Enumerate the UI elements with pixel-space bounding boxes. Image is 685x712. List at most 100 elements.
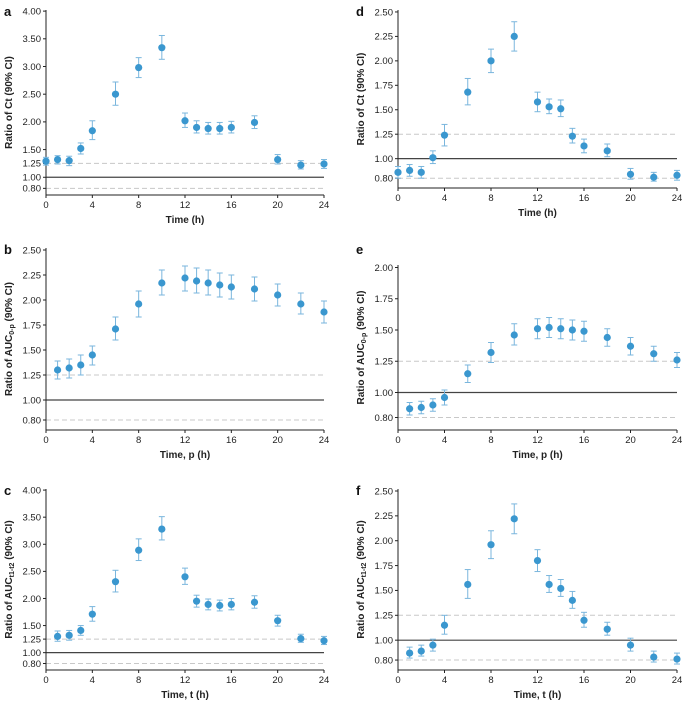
data-point-group (533, 549, 542, 573)
data-point-group (274, 614, 282, 627)
y-axis-title-tail: (90% CI) (4, 282, 15, 324)
x-axis-title: Time (h) (166, 215, 205, 226)
data-point-group (487, 342, 495, 363)
data-point-group (111, 81, 120, 106)
data-point-group (192, 120, 201, 134)
data-point (216, 124, 224, 133)
x-tick-label: 16 (226, 200, 237, 211)
data-point-group (250, 276, 259, 302)
data-point (204, 600, 212, 609)
panel-a: a 0.801.00 1.25 1.50 2.00 2.50 3.00 3.50 4.00 0 4 8… (4, 4, 329, 226)
y-tick-label: 1.00 (23, 395, 42, 406)
y-tick-label: 1.50 (375, 105, 394, 116)
data-point (65, 364, 73, 372)
data-point (65, 631, 73, 639)
data-point-group (158, 269, 166, 296)
x-tick-label: 20 (272, 200, 283, 211)
data-point-group (297, 633, 305, 643)
panel-b: b 0.80 1.00 1.25 1.50 1.75 2.00 2.25 2.50 0 4 8 12 16… (4, 242, 329, 461)
data-point (533, 98, 542, 106)
y-tick-label: 1.50 (23, 145, 42, 156)
data-point-group (216, 121, 224, 135)
data-point (673, 655, 681, 663)
data-point (580, 142, 588, 150)
data-point (487, 541, 495, 549)
data-point-group (417, 644, 425, 657)
y-tick-label: 2.25 (375, 511, 394, 522)
data-point-group (320, 635, 328, 646)
data-point-group (464, 364, 472, 383)
x-tick-label: 24 (672, 435, 683, 446)
x-tick-label: 24 (319, 435, 330, 446)
data-point-group (603, 143, 611, 158)
data-point (274, 155, 282, 164)
data-point (417, 403, 425, 412)
y-tick-label: 3.50 (23, 512, 42, 523)
x-tick-label: 8 (136, 675, 141, 686)
data-point-group (135, 290, 143, 318)
panel-letter: d (356, 4, 364, 19)
data-point (53, 155, 62, 164)
data-point (510, 32, 518, 41)
y-tick-label: 1.50 (375, 325, 394, 336)
data-point (533, 325, 542, 333)
data-point-group (650, 171, 658, 182)
panel-c: c 0.801.00 1.25 1.50 2.00 2.50 3.00 3.50 4.00 0 4 8… (4, 483, 329, 701)
data-point-group (65, 358, 73, 379)
data-point (673, 356, 681, 364)
y-tick-label: 1.25 (23, 370, 42, 381)
y-axis-title-subscript: t1-t2 (361, 562, 368, 577)
data-point (557, 105, 565, 113)
x-tick-label: 4 (442, 193, 447, 204)
data-point-group (568, 127, 576, 144)
data-point (88, 127, 96, 135)
data-point (429, 641, 437, 649)
panel-letter: a (4, 4, 12, 19)
y-axis-title: Ratio of AUCt1-t2 (90% CI) (356, 520, 368, 638)
data-point-group (440, 389, 449, 406)
data-point-group (557, 579, 565, 597)
y-axis-title: Ratio of Ct (90% CI) (4, 56, 15, 149)
data-point (440, 621, 449, 629)
data-point (440, 131, 449, 139)
y-tick-label: 1.25 (375, 357, 394, 368)
data-point-group (216, 272, 224, 298)
x-tick-label: 4 (90, 675, 95, 686)
data-point-group (181, 567, 189, 585)
data-point-group (487, 48, 495, 74)
y-tick-label: 2.00 (375, 536, 394, 547)
x-tick-label: 16 (226, 435, 237, 446)
x-tick-label: 4 (90, 435, 95, 446)
data-point (216, 601, 224, 610)
data-point-group (53, 155, 62, 165)
data-point (53, 632, 62, 641)
y-axis-title-tail: (90% CI) (4, 520, 15, 562)
y-axis-title: Ratio of Ct (90% CI) (356, 53, 367, 146)
y-tick-label: 1.75 (375, 294, 394, 305)
data-point (626, 342, 635, 350)
x-tick-label: 20 (625, 675, 636, 686)
x-axis-title: Time, p (h) (512, 450, 562, 461)
y-axis-title-tail: (90% CI) (356, 520, 367, 562)
data-point-group (297, 160, 305, 170)
data-point (673, 171, 681, 179)
data-point (274, 291, 282, 299)
y-tick-label: 2.50 (23, 89, 42, 100)
y-axis-title-tail: (90% CI) (356, 290, 367, 332)
x-tick-label: 16 (579, 675, 590, 686)
data-point-group (603, 328, 611, 347)
data-point-group (204, 121, 212, 135)
x-tick-label: 0 (395, 193, 400, 204)
panel-d: d 0.80 1.00 1.25 1.50 1.75 2.00 2.25 2.50 0 4 8 12 16… (356, 4, 682, 219)
data-point-group (406, 164, 414, 177)
y-tick-label: 3.00 (23, 62, 42, 73)
data-point (111, 578, 120, 586)
data-point-group (406, 646, 414, 659)
data-point-group (77, 354, 85, 376)
data-point (192, 597, 201, 605)
y-tick-label: 1.00 (375, 154, 394, 165)
data-point-group (510, 503, 518, 535)
data-point (406, 649, 414, 657)
data-point (406, 405, 414, 413)
